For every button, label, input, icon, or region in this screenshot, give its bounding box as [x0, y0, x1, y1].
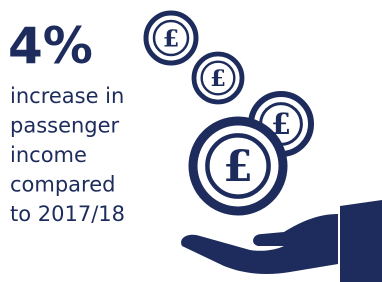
page: 4% increase in passenger income compared to … — [0, 0, 382, 282]
stat-description: increase in passenger income compared to 201… — [10, 84, 125, 226]
coin: £ — [146, 13, 196, 63]
coin-symbol: £ — [210, 66, 226, 92]
coins: ££££ — [146, 13, 311, 211]
coin: £ — [194, 54, 242, 102]
hand-icon — [181, 200, 382, 282]
coin-symbol: £ — [223, 142, 253, 192]
coin: £ — [193, 121, 283, 211]
coin-symbol: £ — [163, 24, 180, 52]
stat-value: 4% — [8, 17, 93, 75]
infographic: 4% increase in passenger income compared to … — [0, 0, 382, 282]
description-line: income — [10, 143, 87, 167]
description-line: compared — [10, 173, 115, 197]
description-line: passenger — [10, 114, 120, 138]
description-line: to 2017/18 — [10, 202, 125, 226]
description-line: increase in — [10, 84, 124, 108]
